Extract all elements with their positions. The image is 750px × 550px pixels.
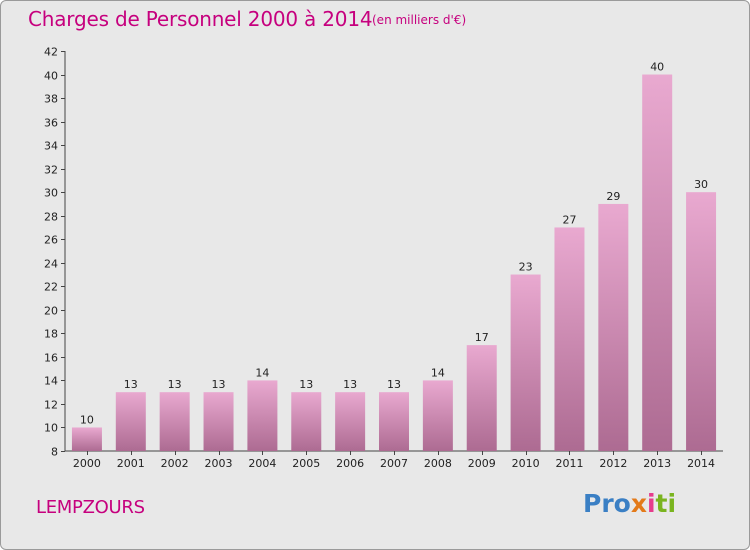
y-tick-label: 8: [51, 446, 58, 459]
x-tick-label: 2005: [292, 457, 320, 470]
chart-title: Charges de Personnel 2000 à 2014: [28, 7, 373, 31]
bar: [466, 345, 497, 451]
bar: [642, 74, 673, 451]
y-tick-label: 18: [44, 328, 58, 341]
y-tick-label: 22: [44, 281, 58, 294]
y-tick-label: 40: [44, 70, 58, 83]
value-label: 27: [562, 213, 576, 226]
y-tick-label: 14: [44, 375, 58, 388]
y-tick-label: 36: [44, 117, 58, 130]
value-label: 29: [606, 190, 620, 203]
value-label: 13: [168, 378, 182, 391]
value-label: 13: [124, 378, 138, 391]
x-tick-label: 2003: [205, 457, 233, 470]
y-tick-label: 42: [44, 46, 58, 59]
y-tick-label: 32: [44, 164, 58, 177]
bar: [159, 392, 190, 451]
value-label: 13: [212, 378, 226, 391]
y-tick-label: 28: [44, 211, 58, 224]
bar: [203, 392, 234, 451]
y-tick-label: 26: [44, 234, 58, 247]
bar: [335, 392, 366, 451]
bar: [291, 392, 322, 451]
y-tick-label: 16: [44, 352, 58, 365]
bar: [554, 227, 585, 451]
value-label: 14: [255, 366, 269, 379]
bar: [247, 380, 278, 451]
bar: [115, 392, 146, 451]
x-tick-label: 2006: [336, 457, 364, 470]
x-tick-label: 2013: [643, 457, 671, 470]
y-tick-label: 20: [44, 305, 58, 318]
value-label: 10: [80, 413, 94, 426]
y-tick-label: 30: [44, 187, 58, 200]
logo-part-1: Pro: [583, 489, 631, 518]
proxiti-logo: Proxiti: [583, 489, 676, 518]
y-tick-label: 24: [44, 258, 58, 271]
y-tick-label: 10: [44, 422, 58, 435]
bar: [598, 203, 629, 451]
x-tick-label: 2012: [599, 457, 627, 470]
bar: [422, 380, 453, 451]
value-label: 30: [694, 178, 708, 191]
y-tick-label: 38: [44, 93, 58, 106]
x-tick-label: 2002: [161, 457, 189, 470]
x-tick-label: 2014: [687, 457, 715, 470]
bar: [71, 427, 102, 451]
bar: [686, 192, 717, 452]
x-tick-label: 2010: [512, 457, 540, 470]
x-tick-label: 2004: [248, 457, 276, 470]
logo-part-2: x: [630, 489, 647, 518]
x-tick-label: 2008: [424, 457, 452, 470]
value-label: 13: [343, 378, 357, 391]
x-tick-label: 2001: [117, 457, 145, 470]
value-label: 17: [475, 331, 489, 344]
value-label: 13: [387, 378, 401, 391]
x-tick-label: 2007: [380, 457, 408, 470]
x-tick-label: 2009: [468, 457, 496, 470]
commune-name: LEMPZOURS: [36, 497, 145, 518]
logo-part-3: i: [646, 489, 656, 518]
bar: [510, 274, 541, 451]
value-label: 14: [431, 366, 445, 379]
logo-part-4: ti: [655, 489, 677, 518]
chart-subtitle: (en milliers d'€): [372, 13, 467, 27]
y-tick-label: 12: [44, 399, 58, 412]
value-label: 23: [519, 261, 533, 274]
y-tick-label: 34: [44, 140, 58, 153]
value-label: 13: [299, 378, 313, 391]
bar: [379, 392, 409, 451]
x-tick-label: 2011: [555, 457, 583, 470]
x-tick-label: 2000: [73, 457, 101, 470]
value-label: 40: [650, 61, 664, 74]
